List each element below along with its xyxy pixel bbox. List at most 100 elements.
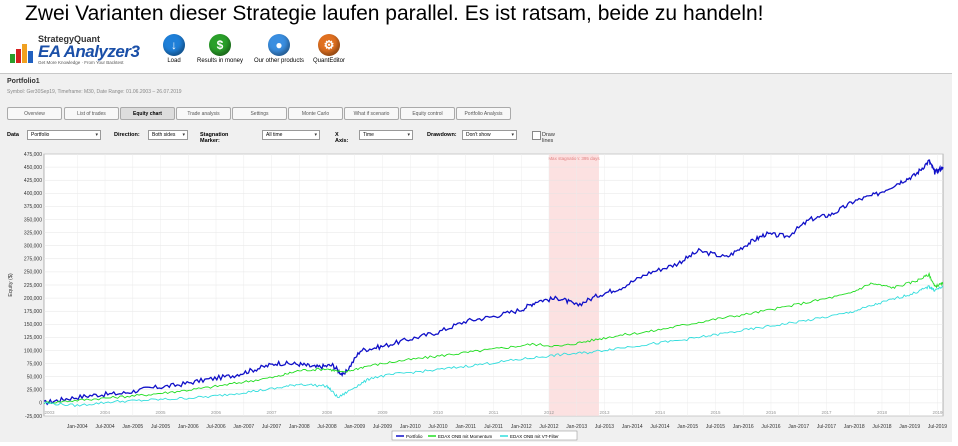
year-label: 2003 (45, 410, 56, 415)
direction-select[interactable]: Both sides ▾ (148, 130, 188, 140)
x-tick-label: Jul-2005 (151, 424, 170, 430)
x-tick-label: Jul-2006 (206, 424, 225, 430)
x-tick-label: Jul-2004 (95, 424, 114, 430)
year-label: 2009 (378, 410, 389, 415)
logo-bars-icon (10, 44, 33, 63)
x-tick-label: Jan-2004 (67, 424, 88, 430)
drawdown-label: Drawdown: (427, 132, 457, 138)
draw-lines-label: Draw lines (542, 132, 555, 144)
year-label: 2014 (655, 410, 666, 415)
legend-entry: EDAX ONB mit VT-Filter (510, 434, 559, 439)
x-tick-label: Jan-2014 (622, 424, 643, 430)
chevron-down-icon: ▾ (95, 132, 98, 138)
tab-settings[interactable]: Settings (232, 107, 287, 120)
y-tick-label: 350,000 (24, 217, 42, 223)
tab-portfolio-analysis[interactable]: Portfolio Analysis (456, 107, 511, 120)
year-label: 2007 (267, 410, 278, 415)
y-tick-label: 225,000 (24, 283, 42, 289)
x-tick-label: Jan-2008 (289, 424, 310, 430)
x-tick-label: Jul-2013 (595, 424, 614, 430)
x-tick-label: Jan-2005 (122, 424, 143, 430)
tab-list-of-trades[interactable]: List of trades (64, 107, 119, 120)
chevron-down-icon: ▾ (182, 132, 185, 138)
x-tick-label: Jan-2007 (233, 424, 254, 430)
year-label: 2011 (489, 410, 499, 415)
stagnation-select-value: All time (266, 132, 283, 138)
quanteditor-button[interactable]: ⚙ QuantEditor (312, 34, 346, 64)
y-tick-label: 75,000 (27, 361, 43, 367)
y-tick-label: 50,000 (27, 375, 43, 381)
x-tick-label: Jul-2019 (928, 424, 947, 430)
y-tick-label: 125,000 (24, 335, 42, 341)
year-label: 2010 (433, 410, 444, 415)
results-in-money-label: Results in money (196, 58, 244, 64)
toolbar: StrategyQuant EA Analyzer3 Get More Know… (0, 32, 958, 74)
x-tick-label: Jan-2013 (566, 424, 587, 430)
x-tick-label: Jul-2015 (706, 424, 725, 430)
load-button[interactable]: ↓ Load (160, 34, 188, 64)
x-axis-select-value: Time (363, 132, 374, 138)
x-tick-label: Jul-2011 (484, 424, 503, 430)
year-label: 2019 (932, 410, 943, 415)
results-in-money-button[interactable]: $ Results in money (196, 34, 244, 64)
year-label: 2013 (599, 410, 610, 415)
load-button-label: Load (167, 58, 181, 64)
year-label: 2016 (766, 410, 777, 415)
portfolio-title: Portfolio1 (7, 78, 40, 85)
x-axis-select[interactable]: Time ▾ (359, 130, 413, 140)
x-tick-label: Jan-2019 (899, 424, 920, 430)
data-select[interactable]: Portfolio ▾ (27, 130, 101, 140)
equity-chart-svg: Max stagnation: 395 days 475,000 450,000 42… (8, 152, 947, 441)
x-tick-label: Jan-2006 (178, 424, 199, 430)
tab-monte-carlo[interactable]: Monte Carlo (288, 107, 343, 120)
legend (391, 430, 578, 441)
year-label: 2004 (100, 410, 111, 415)
y-axis-label: Equity ($) (8, 273, 14, 297)
chevron-down-icon: ▾ (314, 132, 317, 138)
lightbulb-icon: ● (268, 34, 290, 56)
direction-select-value: Both sides (152, 132, 176, 138)
x-tick-label: Jul-2007 (262, 424, 281, 430)
data-label: Data (7, 132, 19, 138)
x-tick-label: Jan-2009 (344, 424, 365, 430)
x-tick-label: Jan-2011 (456, 424, 477, 430)
tab-what-if-scenario[interactable]: What if scenario (344, 107, 399, 120)
legend-entry: EDAX ONB mit Momentum (438, 434, 493, 439)
dollar-icon: $ (209, 34, 231, 56)
x-axis-label: X Axis: (335, 132, 349, 144)
drawdown-select[interactable]: Don't show ▾ (462, 130, 517, 140)
stagnation-marker-select[interactable]: All time ▾ (262, 130, 320, 140)
chevron-down-icon: ▾ (407, 132, 410, 138)
x-tick-label: Jan-2018 (844, 424, 865, 430)
other-products-label: Our other products (253, 58, 305, 64)
tab-equity-chart[interactable]: Equity chart (120, 107, 175, 120)
y-tick-label: 150,000 (24, 322, 42, 328)
y-tick-label: 25,000 (27, 388, 43, 394)
x-tick-label: Jul-2012 (539, 424, 558, 430)
series-line-2 (43, 271, 944, 405)
portfolio-subtitle: Symbol: Ger30Sep19, Timeframe: M30, Date… (7, 89, 182, 95)
other-products-button[interactable]: ● Our other products (252, 34, 306, 64)
tab-trade-analysis[interactable]: Trade analysis (176, 107, 231, 120)
y-tick-label: 250,000 (24, 270, 42, 276)
equity-chart: Max stagnation: 395 days 475,000 450,000 42… (0, 152, 952, 441)
y-tick-label: 475,000 (24, 152, 42, 158)
legend-entry: Portfolio (406, 434, 423, 439)
y-tick-label: 175,000 (24, 309, 42, 315)
y-tick-label: 275,000 (24, 257, 42, 263)
tab-equity-control[interactable]: Equity control (400, 107, 455, 120)
draw-lines-checkbox[interactable] (532, 131, 541, 140)
tab-overview[interactable]: Overview (7, 107, 62, 120)
year-label: 2015 (710, 410, 721, 415)
drawdown-select-value: Don't show (466, 132, 491, 138)
x-tick-label: Jul-2017 (817, 424, 836, 430)
y-tick-label: 450,000 (24, 165, 42, 171)
year-label: 2017 (821, 410, 832, 415)
year-label: 2018 (877, 410, 888, 415)
year-label: 2008 (322, 410, 333, 415)
y-tick-label: 425,000 (24, 178, 42, 184)
quanteditor-icon: ⚙ (318, 34, 340, 56)
x-tick-label: Jul-2008 (317, 424, 336, 430)
y-tick-label: 300,000 (24, 244, 42, 250)
x-tick-label: Jan-2010 (400, 424, 421, 430)
